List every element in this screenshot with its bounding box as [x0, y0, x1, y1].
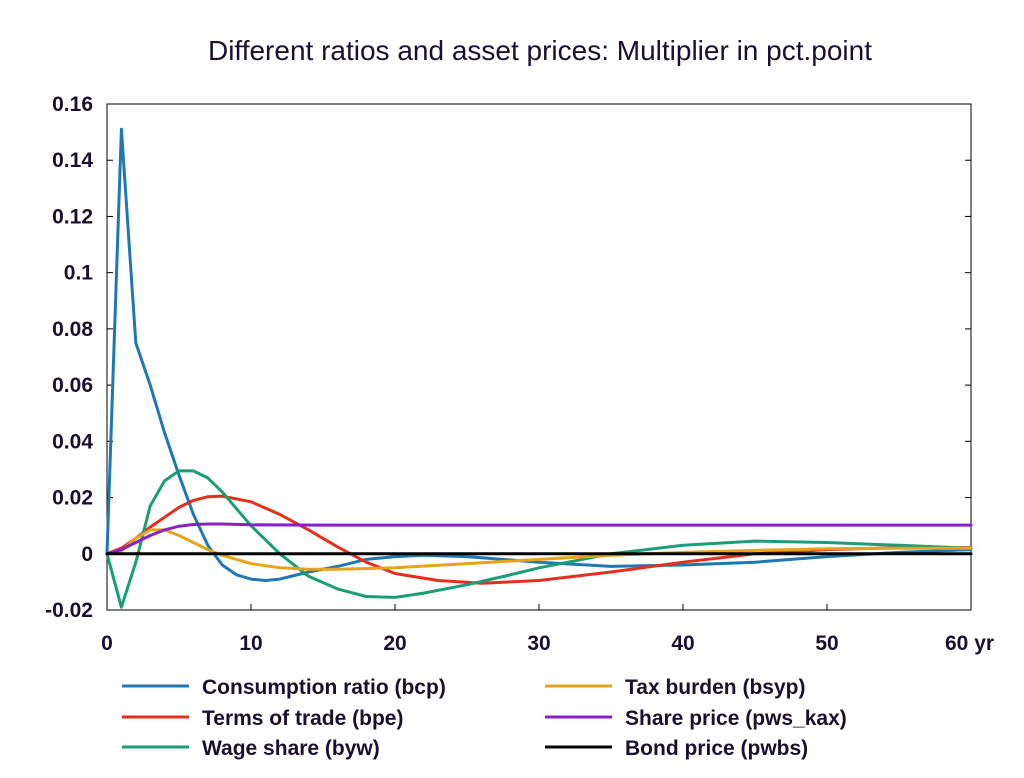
x-tick-label: 0	[101, 632, 113, 655]
legend-item-bond-price-pwbs: Bond price (pwbs)	[545, 737, 808, 760]
legend-item-wage-share-byw: Wage share (byw)	[122, 737, 380, 760]
y-tick-label: 0.02	[52, 487, 93, 510]
legend-item-consumption-ratio-bcp: Consumption ratio (bcp)	[122, 676, 446, 699]
series-line-consumption-ratio-bcp	[105, 127, 973, 582]
y-tick-label: 0.08	[52, 318, 93, 341]
legend-item-terms-of-trade-bpe: Terms of trade (bpe)	[122, 707, 403, 730]
y-tick-label: 0.06	[52, 374, 93, 397]
y-tick-label: 0.16	[52, 93, 93, 116]
y-tick-label: 0	[81, 543, 93, 566]
series-lines	[105, 127, 973, 609]
legend-label: Consumption ratio (bcp)	[202, 676, 446, 699]
legend-item-tax-burden-bsyp: Tax burden (bsyp)	[545, 676, 805, 699]
y-tick-label: -0.02	[45, 599, 93, 622]
legend-item-share-price-pws-kax: Share price (pws_kax)	[545, 707, 847, 730]
series-line-wage-share-byw	[105, 469, 973, 609]
legend-label: Share price (pws_kax)	[625, 707, 847, 730]
y-tick-label: 0.04	[52, 430, 93, 453]
legend: Consumption ratio (bcp) Terms of trade (b…	[122, 676, 847, 760]
x-tick-label: 20	[383, 632, 406, 655]
x-tick-label: 50	[815, 632, 838, 655]
y-tick-label: 0.14	[52, 149, 93, 172]
series-line-tax-burden-bsyp	[105, 528, 973, 571]
y-tick-label: 0.12	[52, 205, 93, 228]
chart-title: Different ratios and asset prices: Multi…	[208, 35, 872, 66]
legend-label: Terms of trade (bpe)	[202, 707, 403, 730]
legend-label: Wage share (byw)	[202, 737, 380, 760]
legend-label: Bond price (pwbs)	[625, 737, 808, 760]
series-line-terms-of-trade-bpe	[105, 494, 973, 585]
x-tick-label: 40	[671, 632, 694, 655]
x-tick-label: 60 yr	[945, 632, 994, 655]
y-tick-label: 0.1	[64, 262, 94, 285]
x-tick-label: 30	[527, 632, 550, 655]
plot-frame	[106, 103, 972, 611]
series-line-share-price-pws-kax	[105, 522, 973, 556]
x-tick-label: 10	[239, 632, 262, 655]
legend-label: Tax burden (bsyp)	[625, 676, 805, 699]
axis-ticks: 0.16 0.14 0.12 0.1 0.08 0.06 0.04 0.02 0 -0.02 0 10…	[45, 93, 994, 655]
